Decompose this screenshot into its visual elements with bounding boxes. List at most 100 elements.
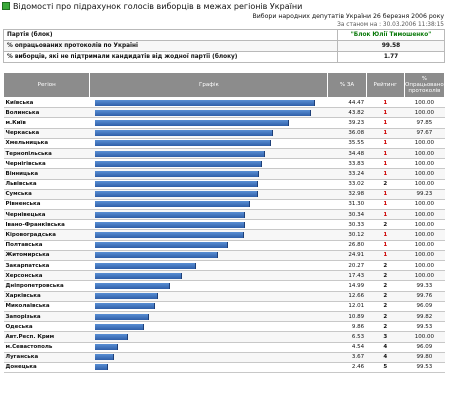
rank-value: 2	[366, 301, 405, 312]
vote-percent: 12.01	[327, 301, 367, 312]
table-row: Рівненська 31.30 1 100.00	[3, 199, 445, 211]
rank-value: 2	[366, 179, 405, 190]
table-row: Одеська 9.86 2 99.53	[3, 321, 445, 333]
rank-value: 2	[366, 260, 405, 272]
vote-bar	[94, 221, 245, 228]
vote-bar	[94, 303, 155, 310]
processed-value: 99.58	[337, 40, 445, 52]
vote-bar	[94, 191, 259, 198]
vote-bar	[94, 170, 260, 177]
vote-bar	[94, 242, 228, 249]
summary-row-against-all: % виборців, які не підтримали кандидатів…	[3, 51, 445, 63]
region-name: Чернігівська	[3, 158, 90, 170]
vote-bar	[94, 282, 170, 289]
table-row: Київська 44.47 1 100.00	[3, 97, 445, 109]
header-pct[interactable]: % ЗА	[327, 72, 367, 98]
region-name: Запорізька	[3, 311, 90, 323]
bar-cell	[89, 179, 328, 190]
processed-percent: 99.53	[404, 362, 445, 374]
bar-cell	[89, 342, 328, 353]
window-title: Відомості про підрахунок голосів виборці…	[13, 1, 303, 11]
processed-percent: 100.00	[404, 229, 445, 241]
rank-value: 1	[366, 117, 405, 129]
vote-bar	[94, 232, 244, 239]
processed-percent: 99.33	[404, 280, 445, 292]
table-row: Вінницька 33.24 1 100.00	[3, 168, 445, 180]
region-name: Харківська	[3, 291, 90, 302]
bar-cell	[89, 97, 328, 109]
vote-bar	[94, 130, 274, 137]
region-name: м.Київ	[3, 117, 90, 129]
vote-percent: 6.53	[327, 331, 367, 343]
processed-percent: 96.09	[404, 342, 445, 353]
rank-value: 1	[366, 240, 405, 251]
rank-value: 5	[366, 362, 405, 374]
region-name: Київська	[3, 97, 90, 109]
table-row: Закарпатська 20.27 2 100.00	[3, 260, 445, 272]
vote-bar	[94, 323, 145, 330]
vote-percent: 4.54	[327, 342, 367, 353]
table-row: Житомирська 24.91 1 100.00	[3, 250, 445, 262]
processed-percent: 97.67	[404, 128, 445, 139]
header-processed[interactable]: % Опрацьовано протоколів	[403, 72, 446, 98]
vote-percent: 31.30	[327, 199, 367, 211]
vote-bar	[94, 364, 108, 371]
bar-cell	[89, 321, 328, 333]
region-name: Авт.Респ. Крим	[3, 331, 90, 343]
region-name: Львівська	[3, 179, 90, 190]
vote-bar	[94, 333, 128, 340]
region-name: м.Севастополь	[3, 342, 90, 353]
vote-bar	[94, 109, 312, 116]
bar-cell	[89, 270, 328, 282]
table-row: Донецька 2.46 5 99.53	[3, 362, 445, 374]
region-name: Рівненська	[3, 199, 90, 211]
processed-percent: 96.09	[404, 301, 445, 312]
vote-percent: 33.83	[327, 158, 367, 170]
vote-bar	[94, 140, 271, 147]
vote-bar	[94, 181, 259, 188]
region-name: Херсонська	[3, 270, 90, 282]
processed-percent: 100.00	[404, 179, 445, 190]
vote-percent: 39.23	[327, 117, 367, 129]
rank-value: 2	[366, 280, 405, 292]
rank-value: 1	[366, 229, 405, 241]
vote-bar	[94, 272, 182, 279]
header-region[interactable]: Регіон	[2, 72, 91, 98]
region-name: Закарпатська	[3, 260, 90, 272]
bar-cell	[89, 189, 328, 200]
region-name: Донецька	[3, 362, 90, 374]
bar-cell	[89, 219, 328, 231]
bar-cell	[89, 280, 328, 292]
vote-percent: 32.98	[327, 189, 367, 200]
table-row: Кіровоградська 30.12 1 100.00	[3, 229, 445, 241]
rank-value: 1	[366, 128, 405, 139]
vote-percent: 30.33	[327, 219, 367, 231]
processed-percent: 99.23	[404, 189, 445, 200]
summary-row-processed: % опрацьованих протоколів по Україні 99.…	[3, 40, 445, 52]
region-name: Житомирська	[3, 250, 90, 262]
vote-bar	[94, 211, 246, 218]
processed-percent: 100.00	[404, 331, 445, 343]
table-row: Авт.Респ. Крим 6.53 3 100.00	[3, 331, 445, 343]
table-row: Черкаська 36.08 1 97.67	[3, 128, 445, 139]
election-meta: Вибори народних депутатів України 26 бер…	[253, 13, 444, 29]
table-row: Хмельницька 35.55 1 100.00	[3, 138, 445, 149]
processed-percent: 100.00	[404, 219, 445, 231]
rank-value: 1	[366, 209, 405, 221]
bar-cell	[89, 352, 328, 363]
rank-value: 3	[366, 331, 405, 343]
region-name: Луганська	[3, 352, 90, 363]
processed-percent: 100.00	[404, 138, 445, 149]
header-rank[interactable]: Рейтинг	[365, 72, 405, 98]
table-row: Полтавська 26.80 1 100.00	[3, 240, 445, 251]
vote-percent: 10.89	[327, 311, 367, 323]
processed-percent: 100.00	[404, 148, 445, 160]
bar-cell	[89, 107, 328, 119]
bar-cell	[89, 362, 328, 374]
region-name: Кіровоградська	[3, 229, 90, 241]
vote-bar	[94, 119, 289, 126]
processed-percent: 100.00	[404, 107, 445, 119]
vote-percent: 3.67	[327, 352, 367, 363]
bar-cell	[89, 291, 328, 302]
table-row: Миколаївська 12.01 2 96.09	[3, 301, 445, 312]
